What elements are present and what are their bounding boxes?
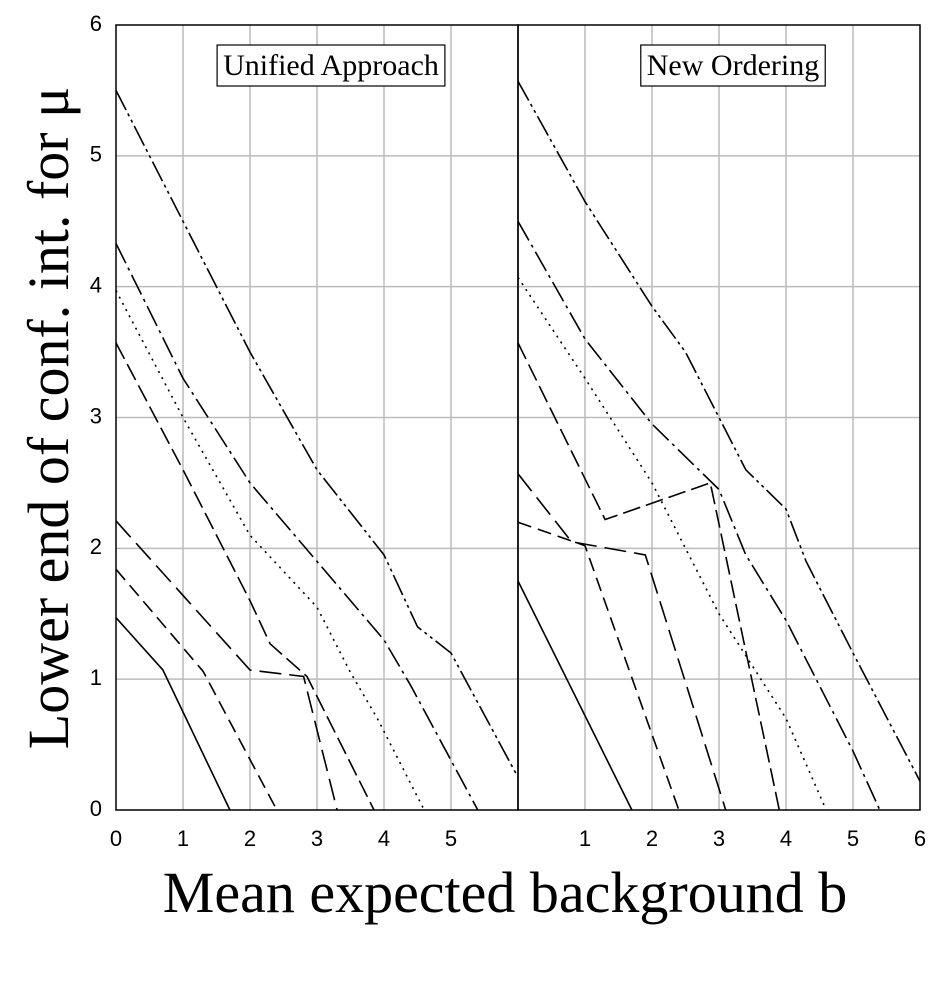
y-tick-label: 1: [90, 665, 102, 690]
y-tick-label: 4: [90, 272, 102, 297]
data-line: [517, 580, 633, 811]
x-tick-label: 1: [177, 826, 189, 851]
x-tick-label: 3: [713, 826, 725, 851]
y-tick-label: 6: [90, 11, 102, 36]
data-line: [115, 617, 231, 811]
data-line: [517, 521, 680, 811]
y-tick-label: 2: [90, 534, 102, 559]
data-line: [517, 220, 881, 811]
x-tick-label: 3: [311, 826, 323, 851]
panel-title: New Ordering: [647, 49, 819, 82]
x-tick-label: 4: [780, 826, 792, 851]
x-tick-label: 5: [445, 826, 457, 851]
data-line: [517, 80, 921, 782]
data-line: [517, 473, 727, 811]
y-axis-label: Lower end of conf. int. for μ: [16, 87, 81, 749]
x-tick-label: 2: [244, 826, 256, 851]
plot-frame: [517, 24, 921, 811]
x-tick-label: 4: [378, 826, 390, 851]
y-tick-label: 0: [90, 796, 102, 821]
x-tick-label: 6: [914, 826, 926, 851]
data-line: [517, 342, 781, 811]
x-tick-label: 0: [110, 826, 122, 851]
y-tick-label: 3: [90, 403, 102, 428]
data-line: [115, 342, 375, 811]
panel-title-box: [640, 44, 826, 87]
data-line: [115, 290, 425, 811]
data-line: [115, 90, 519, 778]
x-tick-label: 2: [646, 826, 658, 851]
x-tick-label: 1: [579, 826, 591, 851]
x-axis-label: Mean expected background b: [163, 860, 847, 925]
data-line: [115, 243, 479, 811]
x-tick-label: 5: [847, 826, 859, 851]
data-line: [517, 277, 827, 811]
panel-title: Unified Approach: [223, 49, 439, 82]
y-tick-label: 5: [90, 142, 102, 167]
data-line: [115, 520, 338, 811]
panel-title-box: [216, 44, 446, 87]
data-line: [115, 568, 278, 811]
